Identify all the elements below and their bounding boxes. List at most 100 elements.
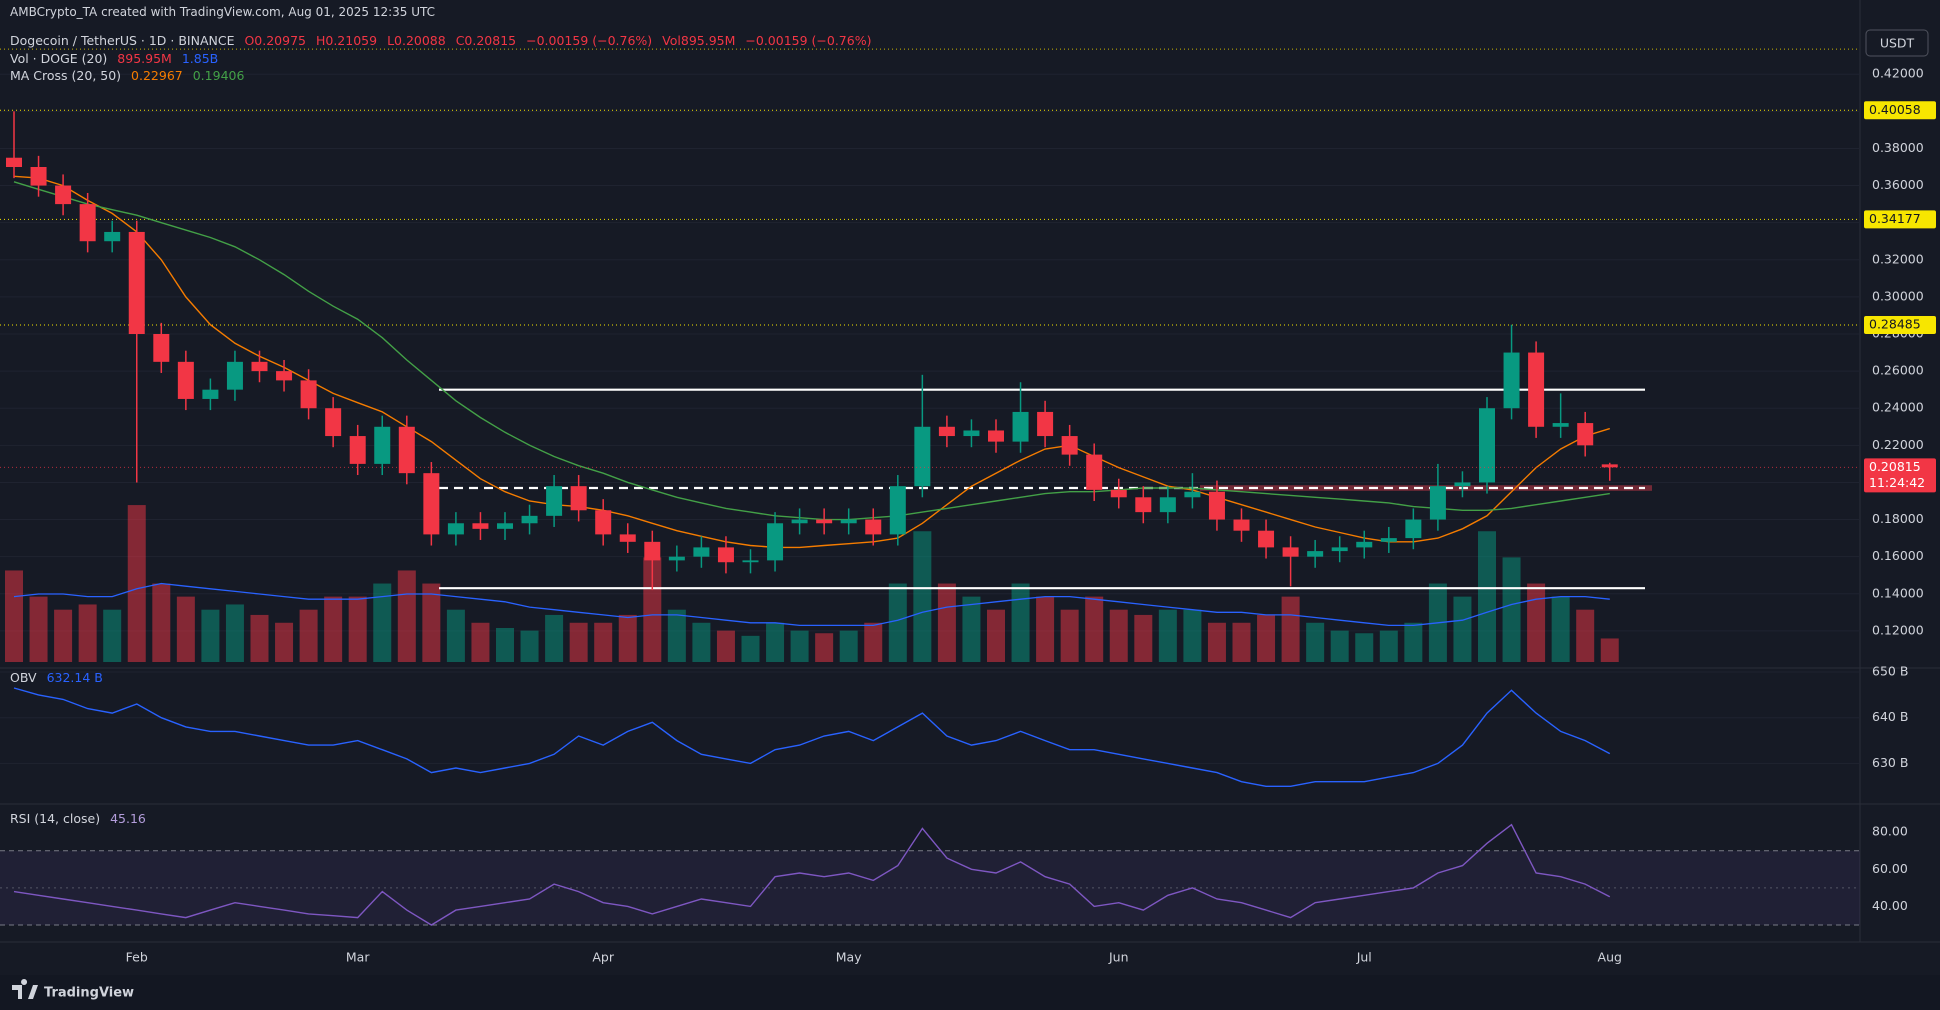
candle-body	[447, 523, 464, 535]
candle-body	[202, 389, 219, 399]
candle-body	[1135, 497, 1152, 513]
volume-bar	[643, 557, 662, 662]
volume-name: Vol · DOGE (20)	[10, 51, 108, 66]
rsi-tick-label: 80.00	[1872, 824, 1908, 839]
candle-body	[1528, 352, 1545, 427]
candle-body	[546, 486, 563, 516]
candle-body	[619, 534, 636, 542]
y-tick-label: 0.36000	[1872, 177, 1924, 192]
candle-body	[963, 430, 980, 437]
candle-body	[1601, 464, 1618, 468]
credit: AMBCrypto_TA created with TradingView.co…	[10, 5, 441, 19]
level-label-box	[1864, 210, 1936, 229]
candle-body	[1258, 530, 1275, 548]
volume-bar	[5, 570, 23, 662]
volume-bar	[1060, 609, 1079, 662]
volume-bar	[225, 604, 244, 662]
candle-body	[767, 523, 784, 561]
volume-bar	[348, 596, 367, 662]
volume-bar	[1379, 630, 1398, 662]
rsi-line	[13, 823, 1611, 926]
volume-bar	[201, 609, 220, 662]
volume-bar	[1109, 609, 1128, 662]
volume-bar	[127, 505, 146, 662]
y-tick-label: 0.26000	[1872, 363, 1924, 378]
candle-body	[55, 185, 72, 205]
volume-bar	[569, 622, 588, 662]
y-tick-label: 0.30000	[1872, 288, 1924, 303]
volume-bar	[1085, 596, 1104, 662]
volume-bar	[29, 596, 48, 662]
last-price-label: 0.20815	[1869, 459, 1921, 474]
ohlc-low: L0.20088	[387, 33, 446, 48]
candle-body	[1233, 519, 1250, 531]
volume-bar	[520, 630, 539, 662]
candle-body	[153, 334, 170, 362]
volume-bar	[1183, 609, 1202, 662]
level-label: 0.34177	[1869, 211, 1921, 226]
x-tick-label: Mar	[346, 950, 370, 965]
volume-bar	[1600, 638, 1619, 662]
candle-body	[521, 515, 538, 524]
volume-bar	[1551, 596, 1570, 662]
volume-text: Vol895.95M	[662, 33, 736, 48]
volume-bar	[152, 583, 171, 662]
candle-body	[840, 519, 857, 524]
currency-button[interactable]	[1865, 29, 1929, 57]
candle-body	[1307, 551, 1324, 557]
y-tick-label: 0.32000	[1872, 251, 1924, 266]
footer-bar	[0, 975, 1940, 1010]
candle-body	[1208, 491, 1225, 520]
volume-bar	[545, 614, 564, 662]
candle-body	[1159, 497, 1176, 513]
obv-tick-label: 630 B	[1872, 755, 1908, 770]
symbol-legend: Dogecoin / TetherUS · 1D · BINANCE O0.20…	[10, 33, 877, 48]
rsi-legend: RSI (14, close) 45.16	[10, 811, 152, 826]
level-label: 0.40058	[1869, 102, 1921, 117]
currency[interactable]: USDT	[1880, 36, 1915, 51]
candle-body	[128, 231, 145, 334]
volume-change: −0.00159 (−0.76%)	[745, 33, 872, 48]
candle-body	[693, 547, 710, 557]
volume-bar	[1330, 630, 1349, 662]
volume-bar	[422, 583, 441, 662]
candle-body	[6, 157, 22, 167]
ohlc-change: −0.00159 (−0.76%)	[526, 33, 653, 48]
volume-bar	[1281, 596, 1300, 662]
ohlc-close: C0.20815	[455, 33, 517, 48]
logo-icon	[12, 979, 38, 999]
candle-body	[1012, 411, 1029, 442]
candle-body	[595, 510, 612, 535]
volume-bar	[1404, 622, 1423, 662]
candle-body	[349, 436, 366, 464]
candle-body	[791, 519, 808, 524]
volume-bar	[1527, 583, 1546, 662]
volume-bar	[275, 622, 294, 662]
volume-bar	[397, 570, 416, 662]
last-price-box	[1864, 458, 1936, 493]
volume-bar	[78, 604, 97, 662]
candle-body	[1061, 436, 1078, 455]
volume-bar	[1355, 633, 1374, 662]
volume-ma-value: 1.85B	[181, 51, 219, 66]
volume-bar	[299, 609, 318, 662]
zone	[1200, 485, 1652, 491]
candle-body	[742, 560, 759, 563]
volume-bar	[594, 622, 613, 662]
volume-bar	[1478, 531, 1496, 662]
x-tick-label: May	[836, 950, 862, 965]
candle-body	[914, 426, 931, 487]
candle-body	[276, 371, 293, 381]
ma-name: MA Cross (20, 50)	[10, 68, 122, 83]
ma-line	[13, 181, 1610, 521]
y-tick-label: 0.14000	[1872, 585, 1924, 600]
candle-body	[889, 486, 906, 535]
volume-bar	[1158, 609, 1177, 662]
candle-body	[1356, 541, 1373, 548]
volume-bar	[1011, 583, 1030, 662]
obv-name: OBV	[10, 670, 37, 685]
candle-body	[1552, 423, 1569, 427]
obv-line	[13, 687, 1611, 787]
volume-ma-line	[13, 582, 1610, 627]
